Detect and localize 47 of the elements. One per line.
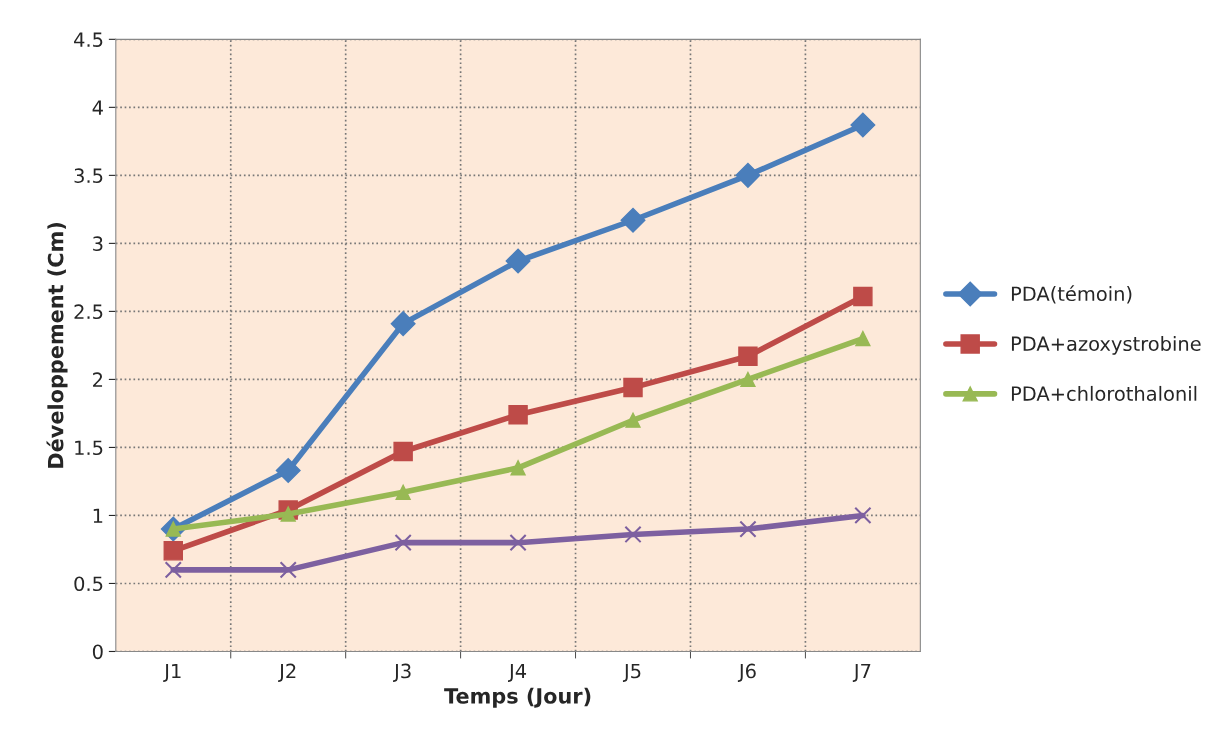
x-axis-title: Temps (Jour) bbox=[444, 687, 591, 708]
x-tick-label: J7 bbox=[852, 663, 871, 682]
point bbox=[855, 330, 871, 347]
point bbox=[739, 520, 757, 538]
x-tick-label: J1 bbox=[163, 663, 181, 682]
x-tick-label: J6 bbox=[737, 663, 756, 682]
y-tick-label: 0 bbox=[92, 644, 103, 660]
point bbox=[853, 286, 873, 307]
y-tick-label: 1 bbox=[93, 508, 103, 523]
point bbox=[505, 248, 531, 274]
y-tick-label: 1.5 bbox=[75, 440, 103, 456]
y-tick-label: 3 bbox=[93, 236, 103, 252]
point bbox=[163, 541, 183, 561]
point bbox=[393, 441, 413, 462]
x-tick-label: J3 bbox=[393, 663, 411, 682]
point bbox=[624, 525, 642, 544]
point bbox=[738, 346, 758, 367]
point bbox=[625, 412, 641, 428]
point bbox=[394, 533, 412, 552]
y-axis-title: Développement (Cm) bbox=[46, 222, 68, 468]
point bbox=[735, 162, 761, 188]
point bbox=[620, 207, 646, 233]
point bbox=[854, 506, 872, 525]
point bbox=[275, 458, 301, 484]
legend-label: PDA+chlorothalonil bbox=[1011, 385, 1197, 401]
point bbox=[740, 371, 756, 388]
y-tick-label: 4 bbox=[92, 100, 103, 115]
x-tick-label: J5 bbox=[622, 663, 641, 682]
point bbox=[509, 533, 527, 552]
y-tick-label: 2.5 bbox=[74, 304, 103, 320]
x-tick-label: J4 bbox=[508, 663, 527, 682]
point bbox=[280, 506, 296, 522]
point bbox=[395, 484, 411, 500]
point bbox=[164, 561, 182, 579]
point bbox=[390, 311, 416, 337]
y-tick-label: 0.5 bbox=[74, 576, 103, 592]
legend-label: PDA+azoxystrobine bbox=[1011, 335, 1201, 355]
point bbox=[279, 561, 297, 579]
y-tick-label: 4.5 bbox=[74, 32, 103, 47]
point bbox=[850, 112, 876, 138]
x-tick-label: J2 bbox=[278, 663, 296, 682]
point bbox=[508, 405, 528, 425]
point bbox=[623, 377, 643, 398]
legend-label: PDA(témoin) bbox=[1011, 285, 1132, 304]
y-tick-label: 3.5 bbox=[74, 168, 103, 184]
y-tick-label: 2 bbox=[93, 372, 103, 387]
point bbox=[510, 460, 526, 476]
